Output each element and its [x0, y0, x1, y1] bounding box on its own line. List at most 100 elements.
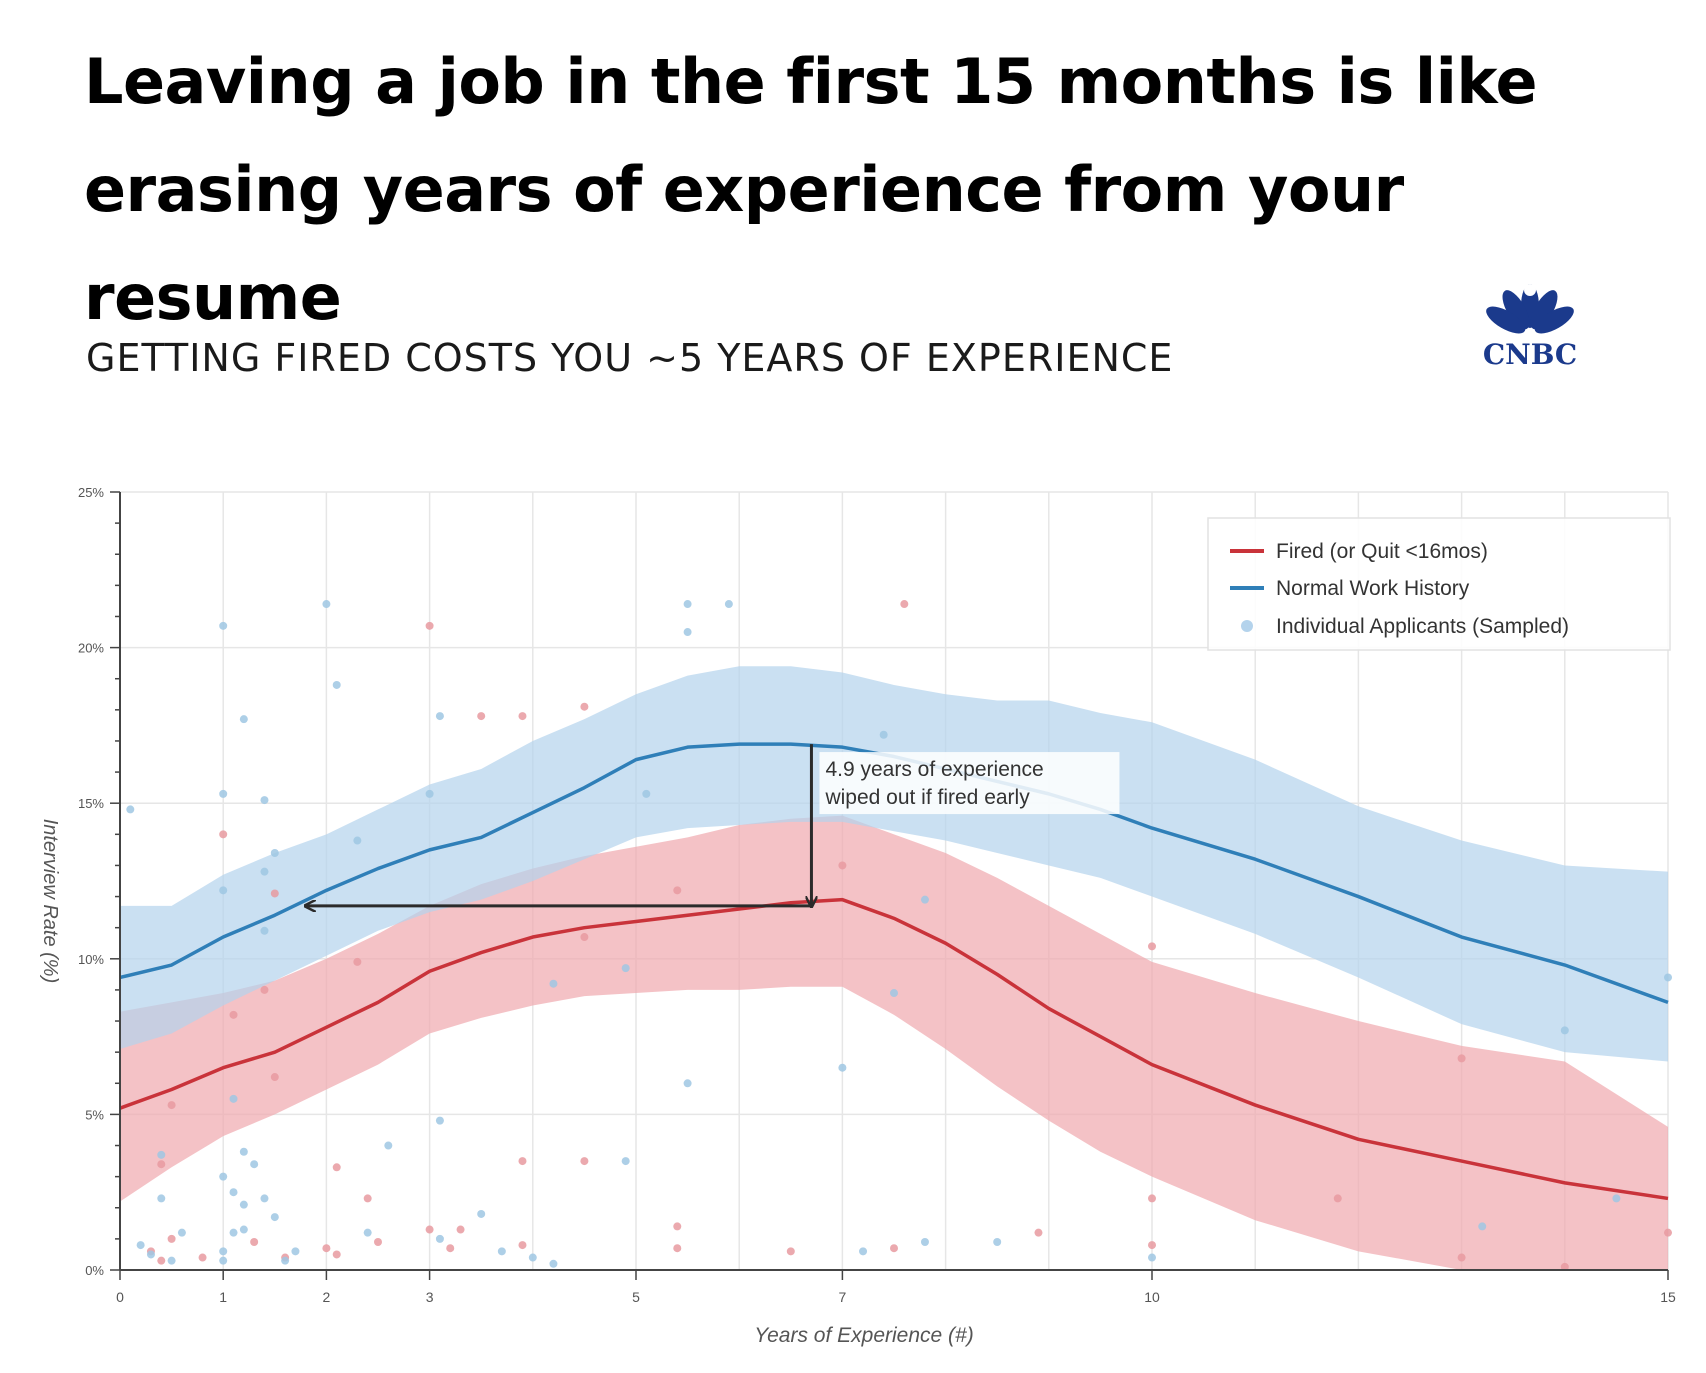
y-tick-label: 25% — [78, 485, 104, 500]
scatter-point-normal — [435, 712, 444, 721]
scatter-point-normal — [363, 1228, 372, 1237]
scatter-point-fired — [1333, 1194, 1342, 1203]
scatter-point-normal — [219, 621, 228, 630]
scatter-point-normal — [890, 989, 898, 998]
scatter-point-normal — [332, 680, 341, 689]
scatter-point-fired — [157, 1160, 166, 1169]
scatter-point-normal — [435, 1234, 444, 1243]
scatter-point-normal — [549, 1259, 558, 1268]
scatter-point-normal — [219, 886, 228, 895]
scatter-point-fired — [425, 1225, 434, 1234]
scatter-point-normal — [621, 964, 630, 973]
scatter-point-normal — [219, 1172, 228, 1181]
scatter-point-normal — [477, 1209, 486, 1218]
scatter-point-fired — [838, 861, 847, 870]
scatter-point-normal — [260, 926, 269, 935]
scatter-point-fired — [580, 1157, 589, 1166]
scatter-point-normal — [157, 1150, 166, 1159]
scatter-point-normal — [219, 789, 228, 798]
scatter-point-normal — [497, 1247, 506, 1256]
y-tick-label: 10% — [78, 952, 104, 967]
scatter-point-normal — [229, 1228, 238, 1237]
scatter-point-fired — [229, 1010, 238, 1019]
scatter-point-fired — [167, 1234, 176, 1243]
scatter-point-normal — [136, 1241, 145, 1250]
scatter-point-fired — [890, 1244, 898, 1253]
scatter-point-normal — [353, 836, 362, 845]
scatter-point-normal — [229, 1094, 238, 1103]
annotation-text-line: wiped out if fired early — [824, 786, 1030, 809]
scatter-point-fired — [260, 985, 269, 994]
annotation-box — [819, 752, 1120, 815]
y-tick-label: 0% — [85, 1263, 104, 1278]
confidence-bands — [120, 666, 1668, 1270]
page-title: Leaving a job in the first 15 months is … — [84, 45, 1538, 334]
scatter-point-normal — [724, 600, 733, 609]
legend-label-normal: Normal Work History — [1276, 577, 1470, 600]
chart: 0% 5% 10% 15% 20% 25% 0 1 2 3 5 7 10 15 Years of Exper… — [39, 485, 1676, 1347]
scatter-point-fired — [250, 1237, 259, 1246]
legend-label-applicants: Individual Applicants (Sampled) — [1276, 615, 1569, 638]
page-subtitle: GETTING FIRED COSTS YOU ~5 YEARS OF EXPE… — [86, 336, 1174, 380]
cnbc-logo: CNBC — [1483, 284, 1577, 371]
scatter-point-normal — [219, 1256, 228, 1265]
scatter-point-normal — [239, 1225, 248, 1234]
scatter-point-fired — [1148, 942, 1156, 951]
scatter-point-normal — [1612, 1194, 1621, 1203]
y-tick-label: 15% — [78, 796, 104, 811]
scatter-point-normal — [683, 1079, 692, 1088]
annotation-text-line: 4.9 years of experience — [825, 758, 1043, 781]
scatter-point-fired — [518, 1157, 527, 1166]
scatter-point-normal — [260, 796, 269, 805]
scatter-point-fired — [270, 1073, 279, 1082]
x-tick-label: 10 — [1144, 1289, 1160, 1305]
scatter-point-normal — [239, 1147, 248, 1156]
scatter-point-fired — [786, 1247, 795, 1256]
band-fired — [120, 815, 1668, 1270]
scatter-point-normal — [1478, 1222, 1487, 1231]
scatter-point-normal — [157, 1194, 166, 1203]
scatter-point-fired — [332, 1163, 341, 1172]
scatter-point-fired — [1560, 1262, 1569, 1271]
scatter-point-fired — [580, 933, 589, 942]
axes: 0% 5% 10% 15% 20% 25% 0 1 2 3 5 7 10 15 Years of Exper… — [39, 485, 1676, 1347]
peacock-icon — [1486, 284, 1574, 334]
scatter-point-fired — [167, 1101, 176, 1110]
x-tick-label: 0 — [116, 1289, 124, 1305]
scatter-point-normal — [1148, 1253, 1156, 1262]
scatter-point-normal — [270, 1213, 279, 1222]
y-tick-label: 20% — [78, 641, 104, 656]
scatter-point-fired — [456, 1225, 465, 1234]
scatter-point-fired — [322, 1244, 331, 1253]
scatter-point-normal — [879, 730, 888, 739]
scatter-point-fired — [425, 621, 434, 630]
scatter-point-fired — [580, 702, 589, 711]
scatter-point-normal — [219, 1247, 228, 1256]
scatter-point-normal — [250, 1160, 259, 1169]
x-tick-label: 1 — [219, 1289, 227, 1305]
scatter-point-fired — [673, 886, 682, 895]
scatter-point-normal — [260, 867, 269, 876]
scatter-point-normal — [920, 895, 929, 904]
scatter-point-fired — [673, 1222, 682, 1231]
scatter-point-fired — [1148, 1241, 1156, 1250]
legend-swatch-applicants — [1241, 620, 1253, 632]
scatter-point-fired — [518, 712, 527, 721]
scatter-point-normal — [126, 805, 135, 814]
x-tick-label: 7 — [839, 1289, 847, 1305]
logo-text: CNBC — [1483, 338, 1577, 371]
scatter-point-normal — [528, 1253, 537, 1262]
x-tick-label: 3 — [426, 1289, 434, 1305]
scatter-point-normal — [1664, 973, 1672, 982]
scatter-point-fired — [332, 1250, 341, 1259]
scatter-point-normal — [239, 1200, 248, 1209]
scatter-point-normal — [435, 1116, 444, 1125]
scatter-point-normal — [920, 1237, 929, 1246]
scatter-point-fired — [1034, 1228, 1043, 1237]
scatter-point-normal — [384, 1141, 393, 1150]
scatter-point-normal — [642, 789, 651, 798]
scatter-point-fired — [157, 1256, 166, 1265]
scatter-point-fired — [446, 1244, 455, 1253]
scatter-point-fired — [518, 1241, 527, 1250]
scatter-point-fired — [477, 712, 486, 721]
